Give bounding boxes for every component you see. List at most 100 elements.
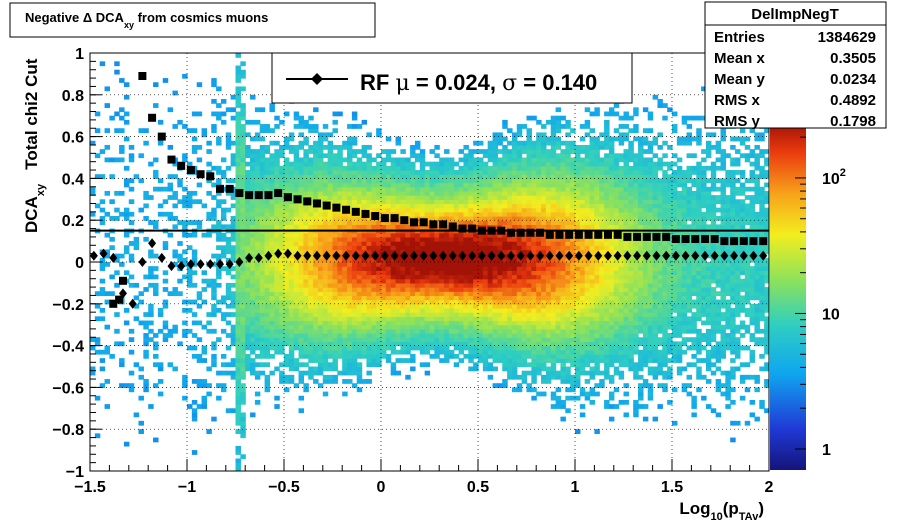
heatmap-cell xyxy=(356,374,363,380)
heatmap-cell xyxy=(182,203,188,209)
heatmap-cell xyxy=(191,399,198,405)
heatmap-cell xyxy=(94,111,101,117)
heatmap-cell xyxy=(473,216,479,221)
heatmap-cell xyxy=(119,149,125,154)
heatmap-cell xyxy=(492,232,498,238)
heatmap-cell xyxy=(366,195,372,200)
heatmap-cell xyxy=(361,241,368,246)
heatmap-cell xyxy=(594,195,600,200)
heatmap-cell xyxy=(414,274,421,280)
heatmap-cell xyxy=(492,220,498,225)
heatmap-cell xyxy=(550,186,557,192)
heatmap-cell xyxy=(332,199,338,205)
heatmap-cell xyxy=(313,128,319,134)
heatmap-cell xyxy=(463,291,469,297)
heatmap-cell xyxy=(317,149,324,154)
heatmap-cell xyxy=(385,199,392,205)
heatmap-cell xyxy=(332,278,338,284)
heatmap-cell xyxy=(298,324,304,330)
heatmap-cell xyxy=(332,366,338,372)
heatmap-cell xyxy=(381,220,387,225)
heatmap-cell xyxy=(434,307,440,313)
heatmap-cell xyxy=(439,345,445,351)
heatmap-cell xyxy=(468,266,474,271)
heatmap-cell xyxy=(342,337,348,343)
heatmap-cell xyxy=(356,199,363,205)
heatmap-cell xyxy=(434,337,440,343)
heatmap-cell xyxy=(143,287,149,292)
heatmap-cell xyxy=(555,307,562,313)
heatmap-cell xyxy=(400,199,406,205)
heatmap-cell xyxy=(128,211,135,217)
heatmap-cell xyxy=(264,353,271,359)
heatmap-cell xyxy=(410,190,416,196)
heatmap-cell xyxy=(381,190,387,196)
heatmap-cell xyxy=(565,358,571,363)
heatmap-cell xyxy=(570,249,576,255)
heatmap-cell xyxy=(313,170,319,175)
heatmap-cell xyxy=(240,270,246,276)
heatmap-cell xyxy=(303,220,309,225)
heatmap-cell xyxy=(405,186,411,192)
heatmap-cell xyxy=(448,324,455,330)
heatmap-cell xyxy=(511,358,518,363)
heatmap-cell xyxy=(473,190,479,196)
heatmap-cell xyxy=(259,182,266,188)
heatmap-cell xyxy=(366,278,372,284)
heatmap-cell xyxy=(274,320,280,326)
heatmap-cell xyxy=(424,282,431,288)
heatmap-cell xyxy=(560,262,566,267)
heatmap-cell xyxy=(235,282,241,288)
heatmap-cell xyxy=(516,262,523,267)
heatmap-cell xyxy=(250,211,256,217)
heatmap-cell xyxy=(414,333,421,338)
heatmap-cell xyxy=(235,291,241,297)
heatmap-cell xyxy=(482,153,489,159)
heatmap-cell xyxy=(521,165,528,171)
heatmap-cell xyxy=(332,295,338,301)
heatmap-cell xyxy=(293,345,300,351)
heatmap-cell xyxy=(313,278,319,284)
heatmap-cell xyxy=(133,362,140,368)
heatmap-cell xyxy=(317,144,324,150)
heatmap-cell xyxy=(317,333,324,338)
heatmap-cell xyxy=(608,144,615,150)
heatmap-cell xyxy=(550,391,557,397)
heatmap-cell xyxy=(463,178,469,184)
heatmap-cell xyxy=(570,291,576,297)
heatmap-cell xyxy=(254,307,261,313)
heatmap-cell xyxy=(424,349,431,355)
heatmap-cell xyxy=(516,161,523,167)
heatmap-cell xyxy=(405,249,411,255)
heatmap-cell xyxy=(322,324,329,330)
heatmap-cell xyxy=(550,341,557,347)
heatmap-cell xyxy=(317,295,324,301)
heatmap-cell xyxy=(259,291,266,297)
heatmap-cell xyxy=(400,149,406,154)
heatmap-cell xyxy=(434,349,440,355)
heatmap-cell xyxy=(521,345,528,351)
heatmap-cell xyxy=(235,119,241,125)
heatmap-cell xyxy=(604,366,610,372)
heatmap-cell xyxy=(570,328,576,334)
heatmap-cell xyxy=(351,362,358,368)
heatmap-cell xyxy=(288,136,295,142)
heatmap-cell xyxy=(555,220,562,225)
heatmap-cell xyxy=(206,216,212,221)
heatmap-cell xyxy=(531,144,537,150)
heatmap-cell xyxy=(575,190,581,196)
heatmap-cell xyxy=(216,266,222,271)
heatmap-cell xyxy=(560,299,566,305)
heatmap-cell xyxy=(191,312,198,317)
heatmap-cell xyxy=(604,203,610,209)
heatmap-cell xyxy=(191,282,198,288)
heatmap-cell xyxy=(376,203,382,209)
heatmap-cell xyxy=(293,224,300,230)
heatmap-cell xyxy=(274,165,280,171)
heatmap-cell xyxy=(589,366,595,372)
heatmap-cell xyxy=(327,287,334,292)
heatmap-cell xyxy=(458,358,465,363)
heatmap-cell xyxy=(458,312,465,317)
heatmap-cell xyxy=(444,349,450,355)
heatmap-cell xyxy=(196,82,203,88)
